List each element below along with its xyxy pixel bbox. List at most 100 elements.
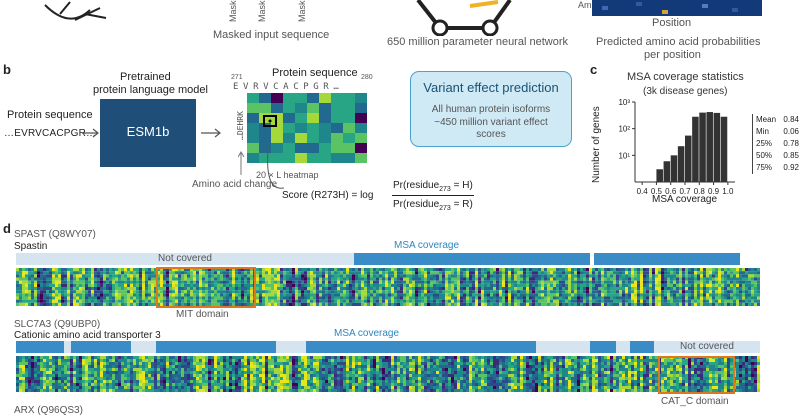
- heatmap-cell: [55, 290, 58, 294]
- heatmap-cell: [343, 389, 346, 392]
- heatmap-cell: [754, 290, 757, 294]
- heatmap-cell: [127, 365, 130, 368]
- heatmap-cell: [70, 268, 73, 272]
- heatmap-cell: [22, 371, 25, 374]
- heatmap-cell: [439, 296, 442, 300]
- heatmap-cell: [283, 377, 286, 380]
- heatmap-cell: [571, 299, 574, 303]
- heatmap-cell: [514, 268, 517, 272]
- heatmap-cell: [73, 362, 76, 365]
- heatmap-cell: [547, 280, 550, 284]
- heatmap-cell: [127, 293, 130, 297]
- heatmap-cell: [52, 287, 55, 291]
- heatmap-cell: [694, 283, 697, 287]
- heatmap-cell: [466, 359, 469, 362]
- heatmap-cell: [331, 296, 334, 300]
- heatmap-cell: [34, 362, 37, 365]
- heatmap-cell: [397, 296, 400, 300]
- heatmap-cell: [271, 93, 283, 103]
- heatmap-cell: [37, 302, 40, 306]
- heatmap-cell: [250, 368, 253, 371]
- heatmap-cell: [289, 283, 292, 287]
- heatmap-cell: [16, 380, 19, 383]
- heatmap-cell: [532, 287, 535, 291]
- heatmap-cell: [136, 359, 139, 362]
- heatmap-cell: [217, 287, 220, 291]
- heatmap-cell: [754, 280, 757, 284]
- heatmap-cell: [385, 287, 388, 291]
- heatmap-cell: [346, 377, 349, 380]
- heatmap-cell: [460, 383, 463, 386]
- heatmap-cell: [676, 299, 679, 303]
- heatmap-cell: [373, 362, 376, 365]
- heatmap-cell: [208, 280, 211, 284]
- heatmap-cell: [262, 299, 265, 303]
- heatmap-cell: [451, 380, 454, 383]
- heatmap-cell: [451, 283, 454, 287]
- heatmap-cell: [343, 362, 346, 365]
- heatmap-cell: [22, 365, 25, 368]
- heatmap-cell: [208, 362, 211, 365]
- heatmap-cell: [703, 274, 706, 278]
- heatmap-cell: [391, 271, 394, 275]
- heatmap-cell: [43, 371, 46, 374]
- heatmap-cell: [76, 371, 79, 374]
- heatmap-cell: [58, 356, 61, 359]
- histogram-bar: [699, 112, 706, 182]
- heatmap-cell: [289, 287, 292, 291]
- heatmap-cell: [550, 290, 553, 294]
- heatmap-cell: [547, 283, 550, 287]
- heatmap-cell: [250, 356, 253, 359]
- heatmap-cell: [199, 302, 202, 306]
- heatmap-cell: [211, 362, 214, 365]
- heatmap-cell: [151, 302, 154, 306]
- heatmap-cell: [163, 365, 166, 368]
- heatmap-cell: [67, 377, 70, 380]
- heatmap-cell: [346, 274, 349, 278]
- heatmap-cell: [199, 274, 202, 278]
- heatmap-cell: [532, 271, 535, 275]
- heatmap-cell: [727, 274, 730, 278]
- heatmap-cell: [700, 290, 703, 294]
- heatmap-cell: [196, 365, 199, 368]
- heatmap-cell: [88, 280, 91, 284]
- selection-arrows: [238, 150, 284, 189]
- heatmap-cell: [604, 283, 607, 287]
- heatmap-cell: [40, 296, 43, 300]
- heatmap-cell: [673, 280, 676, 284]
- heatmap-cell: [328, 374, 331, 377]
- heatmap-cell: [202, 299, 205, 303]
- heatmap-cell: [319, 377, 322, 380]
- heatmap-cell: [751, 296, 754, 300]
- heatmap-cell: [319, 123, 331, 133]
- heatmap-cell: [274, 302, 277, 306]
- heatmap-cell: [475, 283, 478, 287]
- heatmap-cell: [445, 277, 448, 281]
- heatmap-cell: [232, 365, 235, 368]
- heatmap-cell: [223, 362, 226, 365]
- heatmap-cell: [733, 299, 736, 303]
- heatmap-cell: [178, 380, 181, 383]
- heatmap-cell: [637, 302, 640, 306]
- heatmap-cell: [352, 277, 355, 281]
- heatmap-cell: [274, 290, 277, 294]
- x-tick-label: 0.9: [708, 187, 720, 196]
- heatmap-cell: [535, 274, 538, 278]
- heatmap-cell: [601, 296, 604, 300]
- heatmap-cell: [409, 271, 412, 275]
- heatmap-cell: [166, 371, 169, 374]
- heatmap-cell: [715, 302, 718, 306]
- heatmap-cell: [265, 296, 268, 300]
- heatmap-cell: [283, 103, 295, 113]
- heatmap-cell: [241, 374, 244, 377]
- heatmap-cell: [160, 368, 163, 371]
- heatmap-cell: [145, 365, 148, 368]
- heatmap-cell: [88, 371, 91, 374]
- heatmap-cell: [58, 271, 61, 275]
- heatmap-cell: [190, 302, 193, 306]
- heatmap-cell: [115, 374, 118, 377]
- heatmap-cell: [172, 359, 175, 362]
- heatmap-cell: [94, 374, 97, 377]
- heatmap-cell: [718, 283, 721, 287]
- heatmap-cell: [352, 287, 355, 291]
